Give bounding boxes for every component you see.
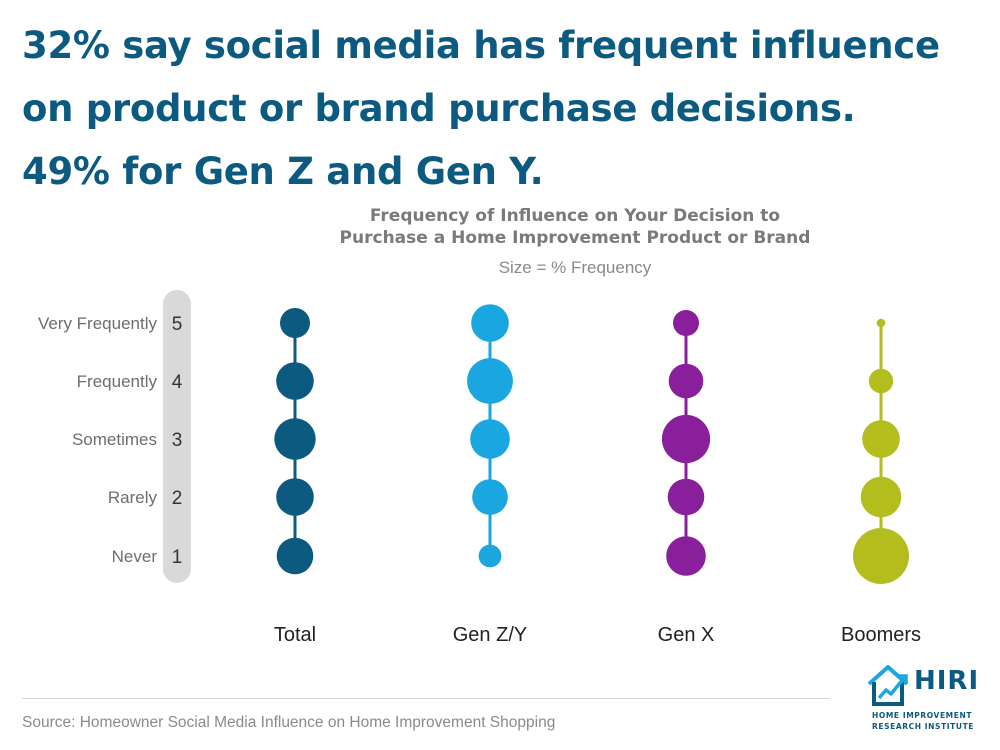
bubble-total-level-1 [276, 537, 314, 575]
bubble-gen-z-y-level-4 [467, 358, 513, 404]
bubble-total-level-4 [276, 362, 314, 400]
chart-title-line-2: Purchase a Home Improvement Product or B… [339, 228, 811, 248]
logo-subtitle-1: HOME IMPROVEMENT [872, 711, 973, 720]
source-note: Source: Homeowner Social Media Influence… [22, 714, 556, 731]
level-score: 1 [172, 547, 183, 568]
bubble-gen-x-level-3 [661, 414, 711, 464]
house-chart-icon [867, 665, 909, 706]
bubble-boomers-level-1 [853, 528, 909, 584]
logo-subtitle-2: RESEARCH INSTITUTE [872, 722, 975, 731]
bubble-gen-z-y-level-1 [478, 544, 502, 568]
level-score: 5 [172, 314, 183, 335]
chart-title: Frequency of Influence on Your Decision … [300, 205, 850, 249]
bubble-gen-x-level-1 [666, 536, 706, 576]
bubble-chart: Very Frequently 5 Frequently 4 Sometimes 3 Rar… [38, 290, 921, 646]
level-label: Very Frequently [38, 314, 158, 333]
headline: 32% say social media has frequent influe… [22, 14, 992, 203]
category-label: Gen X [658, 624, 715, 646]
bubble-total-level-5 [280, 308, 310, 338]
bubble-gen-z-y-level-3 [470, 419, 510, 459]
level-score: 4 [172, 372, 183, 393]
bubble-boomers-level-3 [862, 420, 900, 458]
footer-divider [22, 698, 830, 699]
level-label: Sometimes [72, 430, 157, 449]
chart-subtitle: Size = % Frequency [498, 258, 652, 277]
headline-line-1: 32% say social media has frequent influe… [22, 24, 940, 67]
bubble-total-level-3 [274, 418, 316, 460]
level-score: 2 [172, 488, 183, 509]
headline-line-2: on product or brand purchase decisions. [22, 87, 856, 130]
category-label: Boomers [841, 624, 921, 646]
logo-name: HIRI [914, 666, 980, 696]
bubble-total-level-2 [276, 478, 314, 516]
bubble-boomers-level-2 [860, 476, 902, 518]
level-score: 3 [172, 430, 183, 451]
bubble-gen-z-y-level-2 [472, 479, 508, 515]
headline-line-3: 49% for Gen Z and Gen Y. [22, 150, 544, 193]
level-label: Rarely [108, 488, 158, 507]
bubble-boomers-level-5 [876, 318, 886, 328]
score-axis-bar [163, 290, 191, 583]
bubble-gen-x-level-5 [673, 310, 699, 336]
hiri-logo: HIRI HOME IMPROVEMENT RESEARCH INSTITUTE [866, 662, 986, 737]
bubble-gen-x-level-2 [667, 478, 705, 516]
level-label: Never [112, 547, 158, 566]
category-label: Gen Z/Y [453, 624, 527, 646]
category-label: Total [274, 624, 316, 646]
bubble-gen-x-level-4 [668, 363, 704, 399]
bubble-boomers-level-4 [868, 368, 894, 394]
bubble-gen-z-y-level-5 [471, 304, 509, 342]
chart-title-line-1: Frequency of Influence on Your Decision … [369, 206, 781, 226]
level-label: Frequently [77, 372, 158, 391]
